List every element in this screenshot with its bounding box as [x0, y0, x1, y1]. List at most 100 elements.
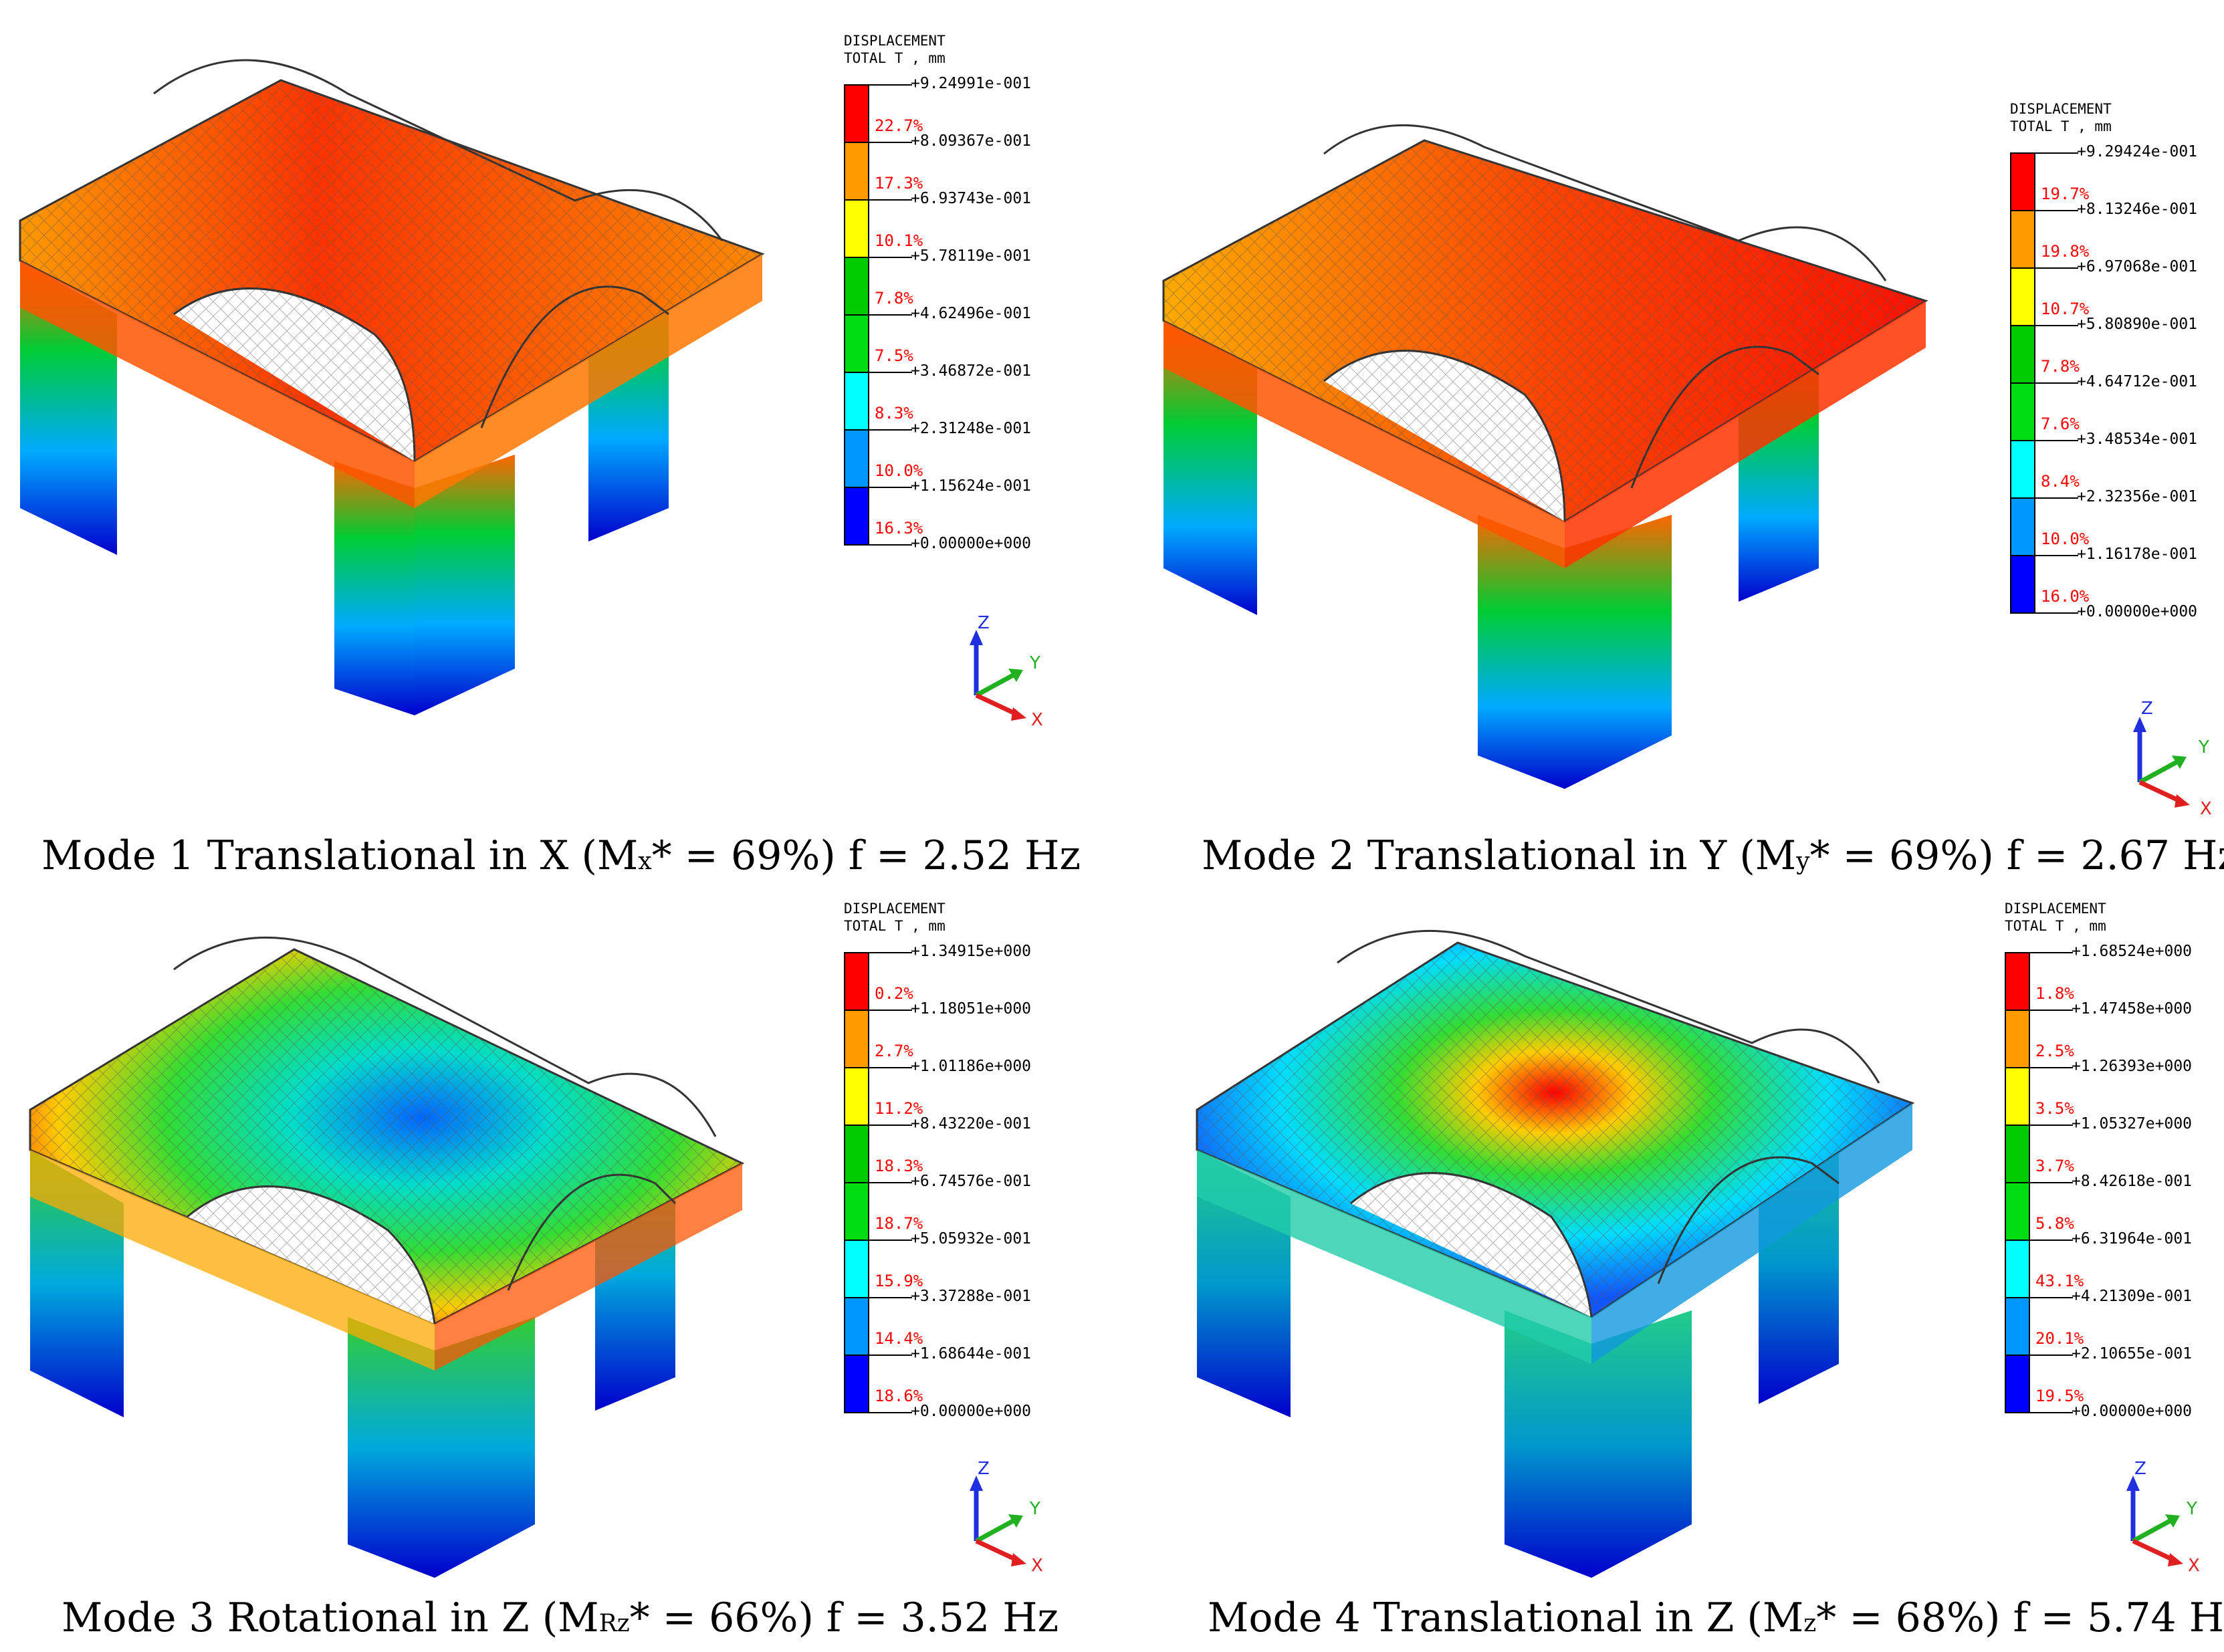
legend-band-1 [2010, 152, 2035, 211]
legend-tick [2030, 1354, 2073, 1356]
legend-band-7 [2010, 497, 2035, 556]
legend-boundary-value: +9.24991e-001 [911, 75, 1032, 92]
legend-boundary-value: +5.05932e-001 [911, 1230, 1032, 1248]
legend-band-percent: 0.2% [875, 984, 913, 1003]
legend-band-8 [844, 1354, 869, 1413]
legend-tick [2035, 210, 2078, 211]
mode-1-axis-triad: Z Y X [970, 615, 1043, 730]
legend-band-8 [2005, 1354, 2030, 1413]
legend-boundary-value: +1.47458e+000 [2072, 1000, 2193, 1018]
legend-tick [2030, 1067, 2073, 1068]
legend-boundary-value: +2.31248e-001 [911, 420, 1032, 437]
axis-label-y: Y [1029, 1499, 1040, 1519]
legend-tick [2030, 1182, 2073, 1183]
legend-band-percent: 8.4% [2041, 472, 2080, 491]
legend-band-2 [2010, 210, 2035, 269]
axis-label-y: Y [2186, 1499, 2197, 1519]
legend-band-percent: 7.6% [2041, 415, 2080, 433]
mode-2-caption: Mode 2 Translational in Y (My* = 69%) f … [1202, 832, 2224, 879]
legend-boundary-value: +1.34915e+000 [911, 943, 1032, 960]
legend-tick [2035, 555, 2078, 556]
legend-band-percent: 7.5% [875, 346, 913, 365]
legend-band-percent: 5.8% [2035, 1214, 2074, 1233]
legend-tick [869, 1182, 912, 1183]
axis-label-x: X [1031, 710, 1043, 730]
legend-tick [2035, 325, 2078, 326]
legend-boundary-value: +8.13246e-001 [2077, 201, 2198, 218]
legend-band-percent: 10.1% [875, 231, 923, 250]
legend-band-percent: 7.8% [2041, 357, 2080, 376]
legend-boundary-value: +5.80890e-001 [2077, 316, 2198, 333]
legend-boundary-value: +5.78119e-001 [911, 247, 1032, 265]
legend-boundary-value: +3.46872e-001 [911, 362, 1032, 380]
legend-band-percent: 15.9% [875, 1272, 923, 1290]
legend-tick [869, 487, 912, 488]
legend-band-percent: 11.2% [875, 1099, 923, 1118]
legend-band-percent: 18.7% [875, 1214, 923, 1233]
legend-band-percent: 14.4% [875, 1329, 923, 1348]
legend-band-1 [844, 952, 869, 1011]
legend-tick [869, 1354, 912, 1356]
axis-label-z: Z [2141, 699, 2153, 719]
legend-units: TOTAL T , mm [844, 50, 946, 66]
legend-band-7 [2005, 1297, 2030, 1356]
legend-band-percent: 18.3% [875, 1157, 923, 1175]
legend-tick [869, 1125, 912, 1126]
mode-1-caption: Mode 1 Translational in X (Mx* = 69%) f … [41, 832, 1081, 879]
legend-tick [2035, 267, 2078, 269]
legend-boundary-value: +1.68644e-001 [911, 1345, 1032, 1363]
legend-tick [2035, 612, 2078, 614]
legend-tick [2035, 497, 2078, 499]
legend-band-3 [844, 199, 869, 258]
legend-tick [869, 314, 912, 316]
legend-band-percent: 19.5% [2035, 1387, 2084, 1405]
legend-band-6 [844, 1240, 869, 1298]
legend-band-percent: 3.5% [2035, 1099, 2074, 1118]
legend-band-5 [2010, 382, 2035, 441]
legend-boundary-value: +4.64712e-001 [2077, 373, 2198, 390]
legend-band-percent: 19.7% [2041, 185, 2090, 203]
legend-band-percent: 20.1% [2035, 1329, 2084, 1348]
legend-tick [2035, 440, 2078, 441]
mode-3-model-render [29, 936, 745, 1578]
legend-band-8 [2010, 555, 2035, 614]
legend-boundary-value: +4.21309e-001 [2072, 1288, 2193, 1305]
legend-boundary-value: +0.00000e+000 [2077, 603, 2198, 620]
legend-tick [869, 952, 912, 953]
legend-band-percent: 17.3% [875, 174, 923, 193]
legend-band-7 [844, 1297, 869, 1356]
mode-4-model-render [1196, 929, 1915, 1578]
legend-boundary-value: +0.00000e+000 [911, 1403, 1032, 1420]
legend-title: DISPLACEMENT [844, 33, 946, 49]
legend-boundary-value: +4.62496e-001 [911, 305, 1032, 322]
legend-tick [869, 142, 912, 143]
legend-tick [869, 1010, 912, 1011]
legend-tick [869, 257, 912, 258]
legend-band-2 [844, 142, 869, 201]
legend-band-2 [844, 1010, 869, 1068]
legend-tick [869, 372, 912, 373]
legend-units: TOTAL T , mm [2010, 118, 2112, 134]
legend-band-percent: 2.5% [2035, 1042, 2074, 1060]
mode-3-caption: Mode 3 Rotational in Z (MRz* = 66%) f = … [62, 1595, 1059, 1641]
legend-boundary-value: +8.42618e-001 [2072, 1173, 2193, 1190]
legend-tick [2035, 152, 2078, 154]
legend-band-percent: 19.8% [2041, 242, 2090, 261]
axis-label-y: Y [2198, 737, 2209, 757]
legend-title: DISPLACEMENT [2010, 101, 2112, 117]
legend-boundary-value: +6.97068e-001 [2077, 258, 2198, 275]
legend-band-3 [2010, 267, 2035, 326]
axis-label-z: Z [978, 1461, 990, 1479]
legend-band-percent: 10.0% [875, 461, 923, 480]
mode-1-model-render [19, 59, 765, 715]
axis-label-z: Z [2134, 1461, 2146, 1479]
legend-band-7 [844, 429, 869, 488]
legend-boundary-value: +1.05327e+000 [2072, 1115, 2193, 1133]
legend-boundary-value: +3.37288e-001 [911, 1288, 1032, 1305]
legend-band-6 [2005, 1240, 2030, 1298]
axis-label-x: X [2188, 1556, 2200, 1576]
legend-tick [869, 1240, 912, 1241]
legend-tick [869, 1067, 912, 1068]
legend-band-5 [844, 314, 869, 373]
legend-tick [2030, 952, 2073, 953]
